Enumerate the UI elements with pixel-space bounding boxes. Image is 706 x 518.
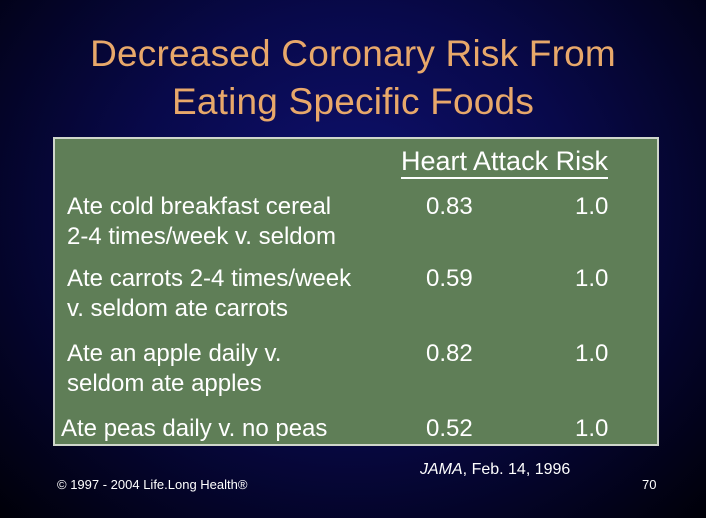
reference-value: 1.0 <box>575 265 609 292</box>
citation-date: , Feb. 14, 1996 <box>462 461 571 478</box>
slide-title-line-2: Eating Specific Foods <box>171 81 535 122</box>
slide-title: Decreased Coronary Risk From Eating Spec… <box>0 30 706 126</box>
row-label-carrots: Ate carrots 2-4 times/week v. seldom ate… <box>67 264 351 324</box>
risk-value: 0.82 <box>426 340 473 367</box>
slide-title-line-1: Decreased Coronary Risk From <box>90 33 616 74</box>
risk-value: 0.59 <box>426 265 473 292</box>
reference-value: 1.0 <box>575 340 609 367</box>
page-number: 70 <box>642 477 657 492</box>
reference-value: 1.0 <box>575 415 609 442</box>
row-label-line: 2-4 times/week v. seldom <box>67 223 336 250</box>
row-label-peas: Ate peas daily v. no peas <box>61 414 327 444</box>
table-header: Heart Attack Risk <box>401 145 609 179</box>
citation-journal: JAMA <box>420 461 463 478</box>
risk-value: 0.83 <box>426 193 473 220</box>
copyright-notice: © 1997 - 2004 Life.Long Health® <box>57 477 248 492</box>
reference-value: 1.0 <box>575 193 609 220</box>
row-label-cereal: Ate cold breakfast cereal 2-4 times/week… <box>67 192 336 252</box>
row-label-line: seldom ate apples <box>67 370 262 397</box>
data-panel <box>53 137 659 446</box>
row-label-line: Ate an apple daily v. <box>67 340 282 367</box>
row-label-line: v. seldom ate carrots <box>67 295 288 322</box>
row-label-line: Ate cold breakfast cereal <box>67 193 332 220</box>
risk-value: 0.52 <box>426 415 473 442</box>
row-label-line: Ate peas daily v. no peas <box>61 415 328 442</box>
row-label-apples: Ate an apple daily v. seldom ate apples <box>67 339 281 399</box>
row-label-line: Ate carrots 2-4 times/week <box>67 265 352 292</box>
citation: JAMA, Feb. 14, 1996 <box>420 461 570 479</box>
